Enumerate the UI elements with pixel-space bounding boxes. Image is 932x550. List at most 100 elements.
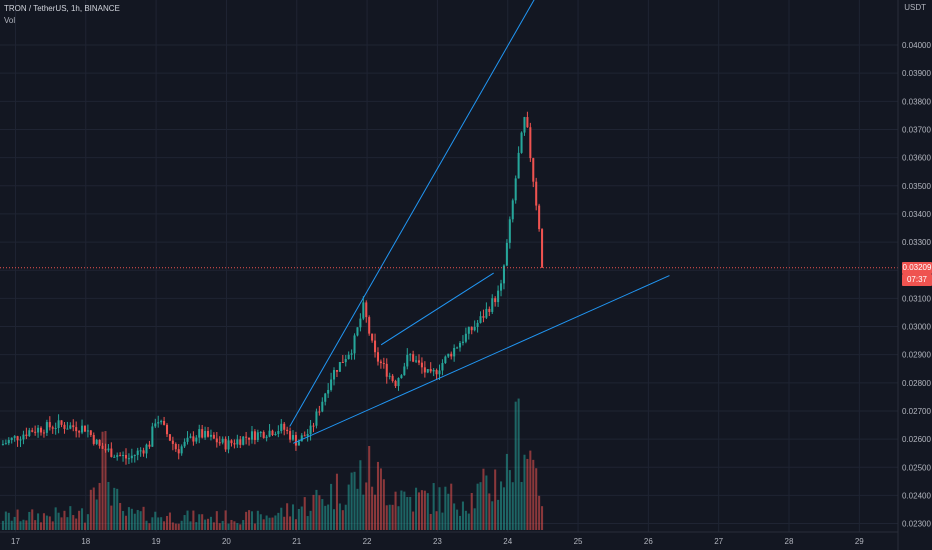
volume-bar — [148, 523, 151, 530]
candle-body — [233, 443, 236, 445]
price-tick-label: 0.03900 — [902, 69, 931, 78]
volume-bar — [444, 486, 447, 530]
volume-bar — [66, 517, 69, 530]
volume-bar — [286, 503, 289, 530]
volume-bar — [242, 520, 245, 530]
volume-bar — [63, 510, 66, 530]
candle-body — [271, 430, 274, 436]
volume-bar — [174, 523, 177, 530]
candle-body — [171, 440, 174, 444]
candle-body — [39, 427, 43, 433]
candle-body — [277, 431, 280, 434]
volume-bar — [464, 510, 467, 530]
volume-bar — [415, 487, 418, 530]
candle-body — [107, 448, 110, 451]
candle-body — [113, 456, 116, 458]
volume-bar — [467, 513, 470, 530]
candle-body — [417, 360, 421, 363]
volume-bar — [239, 524, 242, 530]
volume-bar — [277, 512, 280, 530]
candle-body — [198, 429, 201, 438]
volume-bar — [189, 521, 192, 530]
candle-body — [289, 431, 292, 440]
candle-body — [274, 433, 277, 436]
volume-bar — [180, 520, 183, 530]
volume-bar — [83, 522, 86, 530]
volume-bar — [262, 519, 265, 530]
candle-body — [221, 438, 224, 443]
candle-body — [491, 298, 494, 312]
volume-bar — [505, 453, 508, 530]
candle-body — [250, 431, 254, 440]
volume-bar — [119, 502, 122, 530]
candle-body — [505, 242, 508, 266]
volume-bar — [31, 509, 34, 530]
candle-body — [300, 435, 303, 442]
price-tick-label: 0.03300 — [902, 238, 931, 247]
candle-body — [403, 366, 406, 376]
volume-bar — [306, 516, 309, 530]
candle-body — [412, 354, 415, 362]
volume-bar — [204, 519, 207, 530]
symbol-title[interactable]: TRON / TetherUS, 1h, BINANCE — [4, 4, 120, 13]
candle-body — [450, 353, 453, 357]
volume-bar — [133, 513, 136, 530]
candle-body — [535, 181, 538, 206]
volume-bar — [19, 521, 22, 530]
volume-bar — [300, 506, 303, 530]
candle-body — [435, 370, 438, 375]
volume-bar — [209, 516, 212, 530]
candle-body — [488, 308, 491, 312]
trendlines[interactable] — [289, 0, 670, 444]
time-axis[interactable]: 17 18 19 20 21 22 23 24 25 26 27 28 29 — [0, 531, 898, 546]
candle-body — [122, 455, 125, 457]
volume-bar — [7, 512, 10, 530]
candle-body — [347, 354, 350, 359]
volume-bar — [391, 504, 394, 530]
candle-body — [315, 411, 318, 426]
volume-bar — [338, 503, 341, 530]
volume-bars — [1, 398, 544, 530]
candle-body — [444, 356, 447, 364]
volume-bar — [116, 488, 119, 530]
candle-body — [538, 205, 541, 230]
candle-body — [165, 424, 169, 435]
candle-body — [532, 158, 535, 182]
volume-bar — [60, 517, 63, 530]
candle-body — [283, 423, 286, 430]
volume-bar — [212, 522, 215, 530]
candle-body — [291, 435, 295, 440]
volume-bar — [22, 519, 25, 530]
candle-body — [371, 333, 374, 341]
candle-body — [16, 436, 19, 441]
volume-bar — [10, 520, 13, 530]
volume-bar — [400, 490, 403, 530]
candle-body — [48, 422, 51, 428]
candle-body — [75, 427, 78, 432]
volume-bar — [330, 483, 333, 530]
candle-body — [420, 362, 423, 368]
volume-bar — [274, 515, 277, 530]
candle-body — [365, 302, 368, 318]
volume-bar — [139, 511, 142, 530]
candle-body — [104, 448, 107, 451]
candle-body — [353, 335, 356, 354]
volume-bar — [456, 509, 459, 530]
volume-bar — [332, 509, 336, 530]
volume-indicator-label[interactable]: Vol — [4, 16, 16, 25]
volume-bar — [497, 499, 500, 530]
trendline — [380, 272, 494, 346]
candle-body — [394, 380, 397, 387]
date-tick-label: 22 — [363, 537, 372, 546]
candle-body — [1, 444, 4, 446]
candle-body — [89, 430, 92, 435]
candle-body — [467, 327, 470, 334]
candle-body — [130, 455, 133, 459]
candle-body — [139, 450, 142, 452]
volume-bar — [382, 479, 385, 530]
volume-bar — [508, 470, 511, 530]
volume-bar — [124, 515, 128, 530]
candle-body — [163, 420, 166, 425]
candle-body — [195, 437, 198, 442]
